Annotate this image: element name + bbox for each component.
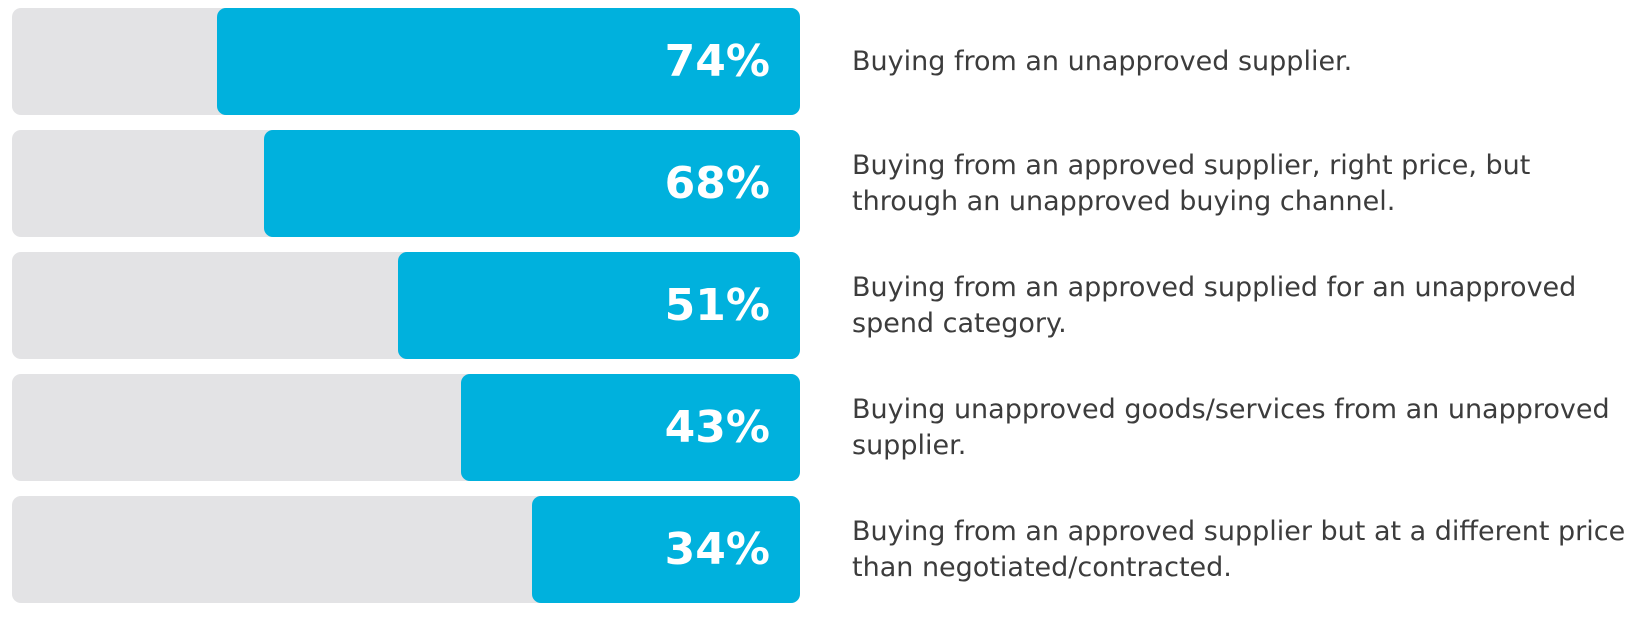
bar bbox=[264, 130, 800, 237]
category-text: Buying from an approved supplied for an … bbox=[852, 272, 1577, 339]
value-label: 34% bbox=[664, 524, 770, 575]
bar-track: 51% bbox=[12, 252, 800, 359]
category-text: Buying from an approved supplier but at … bbox=[852, 516, 1626, 583]
value-label: 43% bbox=[664, 402, 770, 453]
value-label: 51% bbox=[664, 280, 770, 331]
bar bbox=[461, 374, 800, 481]
category-text: Buying from an unapproved supplier. bbox=[852, 45, 1353, 77]
category-label: Buying from an approved supplier but at … bbox=[852, 496, 1634, 603]
bar bbox=[216, 8, 800, 115]
bar-track: 34% bbox=[12, 496, 800, 603]
bar-track: 43% bbox=[12, 374, 800, 481]
category-text: Buying from an approved supplier, right … bbox=[852, 150, 1531, 217]
category-text: Buying unapproved goods/services from an… bbox=[852, 394, 1610, 461]
category-label: Buying unapproved goods/services from an… bbox=[852, 374, 1634, 481]
category-label: Buying from an unapproved supplier. bbox=[852, 8, 1634, 115]
category-label: Buying from an approved supplied for an … bbox=[852, 252, 1634, 359]
value-label: 68% bbox=[664, 158, 770, 209]
bar-track: 68% bbox=[12, 130, 800, 237]
bar-track: 74% bbox=[12, 8, 800, 115]
category-label: Buying from an approved supplier, right … bbox=[852, 130, 1634, 237]
value-label: 74% bbox=[664, 36, 770, 87]
bar bbox=[532, 496, 800, 603]
bar bbox=[398, 252, 800, 359]
